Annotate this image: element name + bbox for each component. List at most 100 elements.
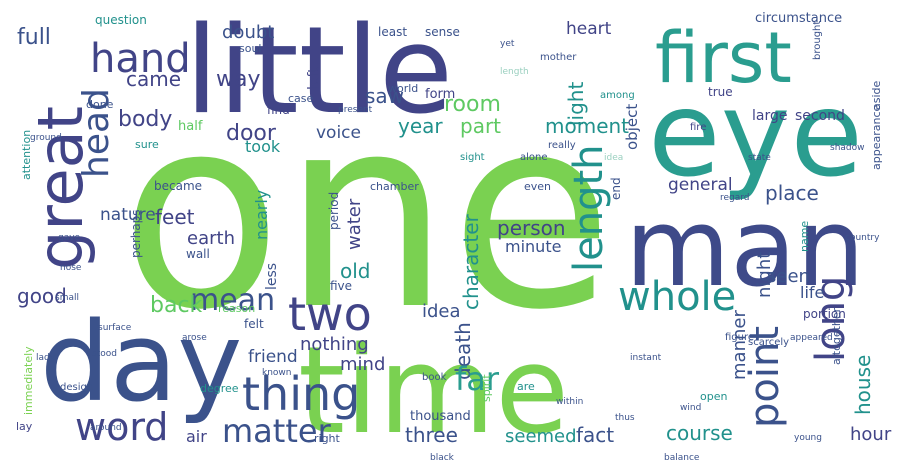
word-30: voice: [316, 123, 361, 143]
word-68: thousand: [410, 409, 471, 424]
word-64: nearly: [252, 190, 271, 240]
word-4: day: [40, 298, 242, 426]
word-90: felt: [244, 317, 264, 331]
word-45: feet: [155, 205, 195, 229]
word-46: earth: [187, 228, 235, 249]
word-121: present: [338, 105, 373, 115]
word-106: even: [524, 180, 551, 193]
word-14: point: [742, 326, 788, 428]
word-141: yet: [500, 39, 515, 49]
word-96: are: [517, 380, 535, 393]
word-100: done: [86, 98, 114, 111]
word-0: one: [120, 60, 613, 368]
word-24: room: [444, 92, 501, 117]
word-135: within: [556, 397, 583, 407]
word-36: heart: [566, 19, 612, 39]
word-43: seen: [767, 266, 810, 287]
word-114: figure: [725, 332, 754, 343]
word-122: young: [794, 433, 822, 443]
word-49: took: [245, 137, 281, 156]
word-65: less: [264, 263, 280, 290]
word-48: nature: [100, 205, 156, 225]
word-134: length: [500, 67, 529, 77]
word-22: far: [455, 360, 500, 398]
word-123: appeared: [790, 333, 833, 343]
word-81: sure: [135, 138, 159, 151]
word-54: idea: [422, 301, 461, 322]
word-133: ground: [30, 133, 62, 143]
word-56: mind: [340, 354, 385, 375]
word-103: reason: [218, 302, 255, 315]
word-113: brought: [812, 21, 823, 60]
word-40: night: [754, 252, 775, 298]
word-47: water: [344, 198, 365, 250]
word-130: thus: [615, 413, 635, 423]
word-18: mean: [190, 283, 275, 318]
word-76: form: [425, 87, 455, 102]
word-74: sense: [425, 25, 460, 39]
word-25: year: [398, 114, 443, 138]
word-128: gave: [58, 233, 81, 243]
word-89: aside: [870, 80, 883, 110]
word-26: part: [460, 114, 501, 138]
word-75: world: [388, 82, 418, 95]
word-79: wall: [186, 247, 210, 261]
word-27: moment: [545, 114, 629, 138]
word-8: hand: [90, 36, 191, 82]
word-52: old: [340, 259, 371, 283]
word-137: balance: [664, 453, 700, 463]
word-124: stood: [92, 349, 117, 359]
word-91: degree: [200, 382, 239, 395]
word-118: small: [55, 293, 79, 303]
word-12: whole: [618, 274, 736, 320]
word-15: long: [808, 276, 854, 362]
word-51: minute: [505, 237, 561, 256]
word-86: portion: [803, 307, 846, 321]
word-87: altogether: [830, 307, 843, 365]
word-62: hour: [850, 424, 892, 445]
word-77: became: [154, 179, 202, 193]
word-132: arose: [182, 333, 207, 343]
word-138: black: [430, 453, 455, 463]
word-82: attention: [20, 130, 33, 180]
word-31: saw: [365, 84, 404, 108]
word-16: word: [75, 405, 168, 449]
word-119: shadow: [830, 143, 865, 153]
word-63: air: [186, 427, 207, 446]
word-109: mother: [540, 52, 577, 63]
word-117: idea: [604, 153, 623, 163]
word-53: good: [17, 284, 67, 308]
word-95: spirit: [480, 374, 493, 402]
word-80: half: [178, 119, 203, 134]
word-37: light: [564, 82, 588, 126]
word-110: book: [422, 372, 447, 383]
word-55: nothing: [300, 334, 369, 355]
word-129: instant: [630, 353, 662, 363]
word-35: doubt: [222, 22, 274, 43]
word-71: circumstance: [755, 11, 842, 26]
word-102: left: [306, 67, 322, 90]
word-32: came: [126, 67, 181, 91]
word-94: find: [267, 103, 290, 117]
word-104: open: [700, 390, 727, 403]
word-97: lay: [16, 420, 33, 433]
word-42: general: [668, 175, 733, 195]
word-69: large: [752, 108, 787, 124]
word-5: man: [625, 186, 865, 311]
word-23: house: [851, 355, 875, 415]
word-115: scarcely: [748, 337, 789, 348]
word-41: place: [765, 181, 819, 205]
word-20: character: [459, 213, 483, 310]
word-28: body: [118, 107, 172, 132]
word-58: three: [405, 423, 458, 447]
word-73: least: [378, 25, 407, 39]
word-2: eye: [648, 65, 863, 203]
word-108: sight: [460, 152, 485, 163]
word-84: end: [609, 177, 623, 200]
word-10: thing: [242, 367, 360, 421]
word-112: really: [548, 140, 576, 151]
word-78: perhaps: [129, 209, 143, 258]
